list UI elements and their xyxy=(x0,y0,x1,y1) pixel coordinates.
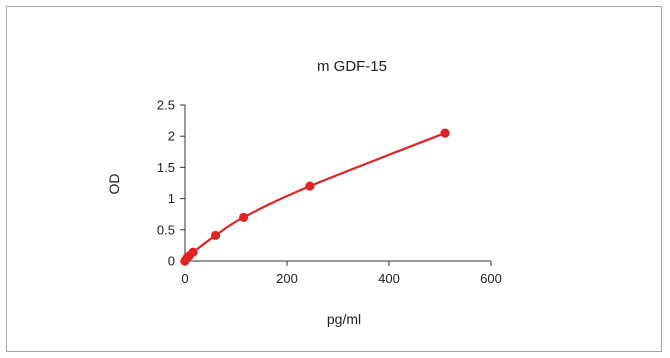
x-tick-label: 0 xyxy=(181,271,188,286)
data-point xyxy=(239,212,249,222)
y-tick-label: 2.5 xyxy=(157,98,175,113)
x-tick-label: 200 xyxy=(276,271,298,286)
data-point xyxy=(305,181,315,191)
y-tick-label: 0.5 xyxy=(157,222,175,237)
y-tick-label: 2 xyxy=(168,129,175,144)
series-line xyxy=(184,132,446,262)
y-tick-label: 1.5 xyxy=(157,160,175,175)
chart-frame: m GDF-15 OD pg/ml 0 0.5 1 1.5 2 2.5 0 200 400 600 xyxy=(6,6,662,352)
chart-svg: m GDF-15 OD pg/ml 0 0.5 1 1.5 2 2.5 0 200 400 600 xyxy=(106,58,502,327)
y-tick-label: 0 xyxy=(168,254,175,269)
data-point xyxy=(440,128,450,138)
axes-group: 0 0.5 1 1.5 2 2.5 0 200 400 600 xyxy=(157,98,502,287)
x-tick-label: 400 xyxy=(378,271,400,286)
y-axis-title: OD xyxy=(106,174,122,195)
plot-group xyxy=(180,128,450,266)
x-axis-title: pg/ml xyxy=(327,311,361,327)
chart-title: m GDF-15 xyxy=(317,58,387,75)
data-point xyxy=(188,247,198,257)
y-tick-label: 1 xyxy=(168,191,175,206)
data-point xyxy=(211,230,221,241)
x-tick-label: 600 xyxy=(480,271,502,286)
